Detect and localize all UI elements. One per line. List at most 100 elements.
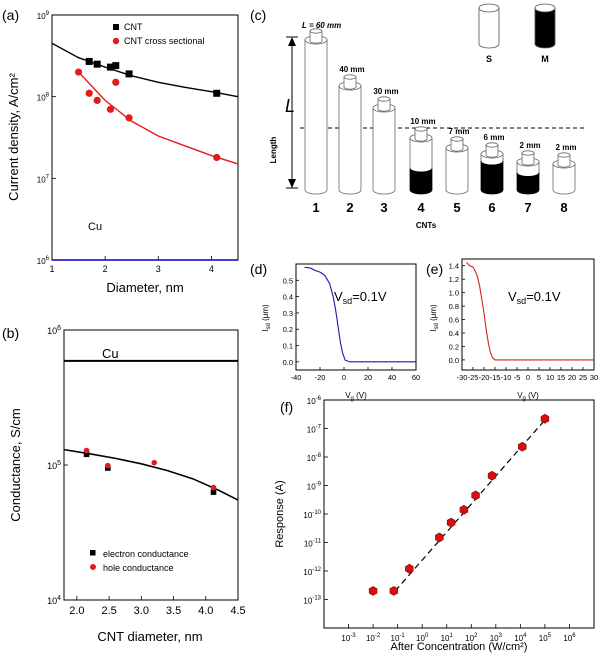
panel-d-ytick-label: 0.5 <box>283 276 293 285</box>
panel-b-xtick-label: 4.5 <box>230 605 245 617</box>
panel-a-plot-frame <box>51 14 239 261</box>
cnt-inner-tube-cap <box>309 28 323 34</box>
cnt-tube-6: 6 mm 6 <box>480 133 504 215</box>
panel-e-xtick-label: -5 <box>514 373 521 382</box>
panel-b-ylabel: Conductance, S/cm <box>8 408 23 521</box>
panel-e-label: (e) <box>426 261 443 277</box>
panel-d-ytick-label: 0.0 <box>283 358 293 367</box>
cnt-tube-body <box>445 148 469 195</box>
legend-cnt-label: CNT <box>124 22 143 32</box>
panel-a-point-cnt <box>125 70 133 78</box>
panel-a-point-cross <box>85 89 93 97</box>
panel-c-label: (c) <box>250 7 266 23</box>
panel-d-xtick-label: 40 <box>388 373 396 382</box>
panel-f-xtick-label: 100 <box>416 633 429 643</box>
cnt-tube-body <box>372 108 396 195</box>
panel-a-xtick-label: 2 <box>103 264 108 274</box>
cnt-inner-tube-cap <box>343 74 357 80</box>
panel-a-fit-1 <box>78 71 239 165</box>
cnt-inner-tube-body <box>485 145 499 158</box>
panel-b-plot-frame <box>63 329 239 601</box>
legend-s-label: S <box>486 54 492 64</box>
panel-e-xtick-label: -30 <box>457 373 468 382</box>
cnt-tube-index: 3 <box>380 200 387 215</box>
panel-f-xtick-label: 10-3 <box>341 633 356 643</box>
panel-f-xtick-label: 106 <box>563 633 576 643</box>
cnt-inner-tube-body <box>377 99 391 112</box>
panel-b-xtick-label: 4.0 <box>198 605 213 617</box>
cnt-tube-8: 2 mm 8 <box>552 143 577 215</box>
panel-e-xtick-label: -15 <box>490 373 501 382</box>
panel-a-point-cnt <box>93 60 101 68</box>
cnt-tube-index: 5 <box>453 200 460 215</box>
panel-e-ytick-label: 0.8 <box>449 302 459 311</box>
panel-d-ylabel: Isd (μm) <box>261 304 272 332</box>
panel-b-ytick-label: 105 <box>47 460 61 471</box>
cnt-inner-tube-body <box>309 31 323 44</box>
panel-e: (e) -30 -25 -20 -15 -10 -5 0 5 10 15 20 25 30 0.0 0.2 0… <box>426 258 598 402</box>
panel-a-marks <box>51 42 239 261</box>
cnt-inner-tube-body <box>521 153 535 166</box>
cnt-tube-index: 2 <box>346 200 353 215</box>
cnt-inner-tube-cap <box>557 152 571 158</box>
panel-e-xtick-label: 30 <box>590 373 598 382</box>
panel-e-curve <box>466 261 594 361</box>
panel-f-xtick-label: 103 <box>490 633 503 643</box>
panel-a-point-cnt <box>112 62 120 70</box>
legend-s: S <box>478 3 500 64</box>
panel-e-ytick-label: 1.4 <box>449 262 459 271</box>
cnt-tube-2: 40 mm 2 <box>338 65 365 215</box>
tube-1-length-label: L = 60 mm <box>302 21 341 30</box>
panel-e-ylabel: Isd (μm) <box>429 304 440 332</box>
legend-m-cap <box>534 3 556 13</box>
panel-d-ticks: -40 -20 0 20 40 60 0.0 0.1 0.2 0.3 0.4 0.5 <box>283 276 421 382</box>
panel-e-xlabel: Vg (V) <box>517 391 539 402</box>
panel-c-axis-label: Length <box>269 137 278 164</box>
cnt-tube-5: 7 mm 5 <box>445 127 469 215</box>
panel-a-point-cnt <box>85 57 93 65</box>
legend-m: M <box>534 3 556 64</box>
panel-f-xtick-label: 10-2 <box>366 633 381 643</box>
cnt-tube-index: 4 <box>417 200 425 215</box>
cnt-inner-tube-cap <box>485 142 499 148</box>
cnt-tube-body <box>552 164 576 195</box>
panel-a-point-cross <box>125 114 133 122</box>
legend-m-body <box>534 8 556 49</box>
panel-a: (a) 1 2 3 4 106 107 108 109 Cu CNT CNT cross se… <box>2 7 239 295</box>
legend-cnt-marker <box>113 24 119 30</box>
panel-b-xtick-label: 2.0 <box>69 605 84 617</box>
panel-b-label: (b) <box>2 325 19 341</box>
panel-b-ytick-label: 104 <box>47 595 61 606</box>
panel-d-ytick-label: 0.1 <box>283 342 293 351</box>
panel-e-ytick-label: 0.0 <box>449 356 459 365</box>
cnt-tube-length-label: 2 mm <box>556 143 577 152</box>
panel-e-ytick-label: 0.2 <box>449 342 459 351</box>
panel-a-xtick-label: 3 <box>156 264 161 274</box>
panel-b-xtick-label: 2.5 <box>101 605 116 617</box>
panel-f-ticks: 10-3 10-2 10-1 100 101 102 103 104 105 106 10-13 10… <box>303 396 576 643</box>
panel-f-ylabel: Response (A) <box>274 480 286 547</box>
cnt-inner-tube-cap <box>414 126 428 132</box>
panel-b-ticks: 2.0 2.5 3.0 3.5 4.0 4.5 104 105 106 <box>47 325 246 617</box>
cnt-tube-1: 1 <box>304 28 328 215</box>
panel-b-point-electron <box>210 489 217 495</box>
panel-f-xtick-label: 10-1 <box>391 633 406 643</box>
panel-f-ytick-label: 10-7 <box>307 425 322 435</box>
cnt-inner-tube-body <box>557 155 571 168</box>
panel-d: (d) -40 -20 0 20 40 60 0.0 0.1 0.2 0.3 0.4 0.5 Vsd=… <box>250 261 420 402</box>
panel-b-point-hole <box>105 462 111 469</box>
cnt-tube-index: 6 <box>488 200 495 215</box>
panel-e-xtick-label: 15 <box>557 373 565 382</box>
panel-e-xtick-label: -10 <box>501 373 512 382</box>
panel-b-xtick-label: 3.0 <box>134 605 149 617</box>
legend-cnt-cross-marker <box>112 37 120 45</box>
panel-e-xtick-label: -20 <box>479 373 490 382</box>
panel-e-xtick-label: 25 <box>579 373 587 382</box>
cnt-tube-index: 8 <box>560 200 567 215</box>
panel-f-xtick-label: 101 <box>441 633 454 643</box>
legend-m-label: M <box>541 54 549 64</box>
panel-f-point <box>540 413 550 424</box>
panel-b: (b) 2.0 2.5 3.0 3.5 4.0 4.5 104 105 106 Cu elect… <box>2 325 246 644</box>
panel-b-point-electron <box>83 451 90 458</box>
